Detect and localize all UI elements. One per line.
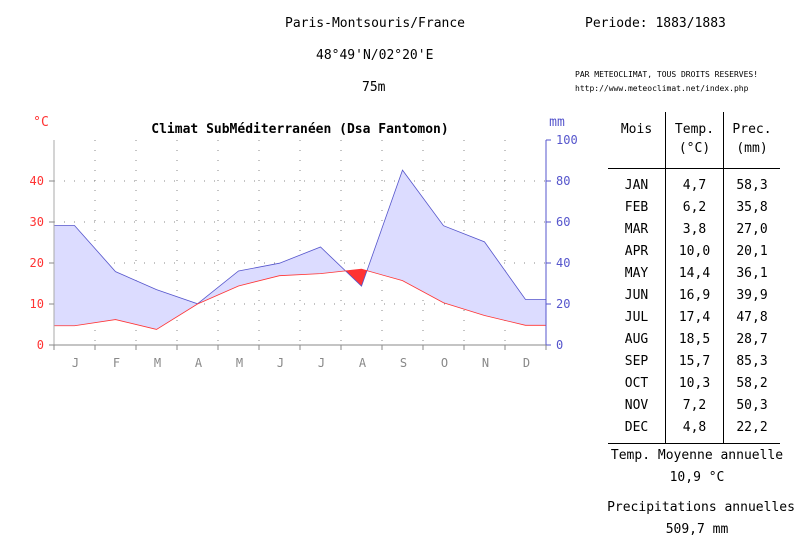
month-label: S [400,356,407,370]
temp-line [54,268,546,330]
coordinates: 48°49'N/02°20'E [316,48,434,63]
climate-table: Mois Temp. (°C) Prec. (mm) JAN 4,7 58,3 FEB 6,… [608,112,780,444]
month-label: M [236,356,243,370]
month-label: D [523,356,530,370]
temp-unit-label: °C [33,115,49,130]
altitude: 75m [362,80,386,95]
header-temp: Temp. (°C) [665,112,724,169]
temp-cell: 10,3 [665,372,724,395]
copyright-notice: PAR METEOCLIMAT, TOUS DROITS RESERVES! [575,70,759,79]
precip-cell: 47,8 [723,306,780,329]
station-name: Paris-Montsouris/France [285,16,466,31]
precip-cell: 28,7 [723,328,780,351]
table-row: JAN 4,7 58,3 [608,168,780,197]
temp-cell: 14,4 [665,262,724,285]
month-label: A [195,356,203,370]
precip-cell: 85,3 [723,350,780,373]
copyright-url: http://www.meteoclimat.net/index.php [575,84,749,93]
table-row: AUG 18,5 28,7 [608,328,780,351]
temp-tick-label: 30 [30,215,44,229]
table-row: FEB 6,2 35,8 [608,196,780,219]
annual-precip-label: Precipitations annuelles [607,500,795,515]
temp-cell: 6,2 [665,196,724,219]
header-precip: Prec. (mm) [723,112,780,169]
precip-cell: 58,2 [723,372,780,395]
precip-line [54,169,546,305]
month-label: J [277,356,284,370]
month-label: J [318,356,325,370]
table-row: JUN 16,9 39,9 [608,284,780,307]
annual-temp-label: Temp. Moyenne annuelle [610,448,784,463]
temp-tick-label: 10 [30,297,44,311]
precip-cell: 27,0 [723,218,780,241]
month-label: M [154,356,161,370]
temp-cell: 15,7 [665,350,724,373]
precip-cell: 39,9 [723,284,780,307]
temp-tick-label: 40 [30,174,44,188]
month-label: A [359,356,367,370]
precip-tick-label: 20 [556,297,570,311]
month-cell: JUN [624,287,649,303]
temp-cell: 10,0 [665,240,724,263]
temp-cell: 17,4 [665,306,724,329]
month-cell: JUL [624,309,649,325]
table-row: JUL 17,4 47,8 [608,306,780,329]
table-row: OCT 10,3 58,2 [608,372,780,395]
precip-unit-label: mm [549,115,565,130]
period-label: Periode: 1883/1883 [585,16,726,31]
precip-cell: 50,3 [723,394,780,417]
month-label: O [441,356,448,370]
precip-cell: 22,2 [723,416,780,444]
temp-cell: 4,7 [665,168,724,197]
precip-cell: 20,1 [723,240,780,263]
temp-tick-label: 20 [30,256,44,270]
temp-tick-label: 0 [37,338,44,352]
month-cell: AUG [624,331,649,347]
annual-temp-value: 10,9 °C [669,470,725,485]
chart-title: Climat SubMéditerranéen (Dsa Fantomon) [151,122,448,137]
precip-tick-label: 80 [556,174,570,188]
month-cell: APR [624,243,649,259]
month-cell: NOV [624,397,649,413]
month-cell: FEB [624,199,649,215]
precip-cell: 35,8 [723,196,780,219]
precip-tick-label: 0 [556,338,563,352]
precip-cell: 36,1 [723,262,780,285]
table-row: NOV 7,2 50,3 [608,394,780,417]
precip-tick-label: 40 [556,256,570,270]
month-label: N [482,356,489,370]
annual-precip-value: 509,7 mm [665,522,729,537]
temp-cell: 3,8 [665,218,724,241]
chart-ticks: 0 10 20 30 40 0 20 40 60 80 100 J F M A M J J A S O N D [30,133,578,370]
precip-cell: 58,3 [723,168,780,197]
table-header-row: Mois Temp. (°C) Prec. (mm) [608,112,780,169]
header-month: Mois [608,112,666,169]
chart-areas [54,169,546,330]
climate-chart: Climat SubMéditerranéen (Dsa Fantomon) °… [30,115,578,370]
table-row: SEP 15,7 85,3 [608,350,780,373]
month-label: F [113,356,120,370]
month-cell: SEP [624,353,649,369]
temp-cell: 18,5 [665,328,724,351]
month-label: J [72,356,79,370]
table-row: MAR 3,8 27,0 [608,218,780,241]
month-cell: JAN [624,177,649,193]
temp-cell: 7,2 [665,394,724,417]
table-row: MAY 14,4 36,1 [608,262,780,285]
temp-cell: 4,8 [665,416,724,444]
precip-tick-label: 60 [556,215,570,229]
table-row: DEC 4,8 22,2 [608,416,780,444]
month-cell: OCT [624,375,649,391]
precip-tick-label: 100 [556,133,578,147]
month-cell: MAR [624,221,649,237]
temp-cell: 16,9 [665,284,724,307]
precip-area [54,170,546,330]
month-cell: DEC [608,416,666,444]
table-row: APR 10,0 20,1 [608,240,780,263]
month-cell: MAY [624,265,649,281]
